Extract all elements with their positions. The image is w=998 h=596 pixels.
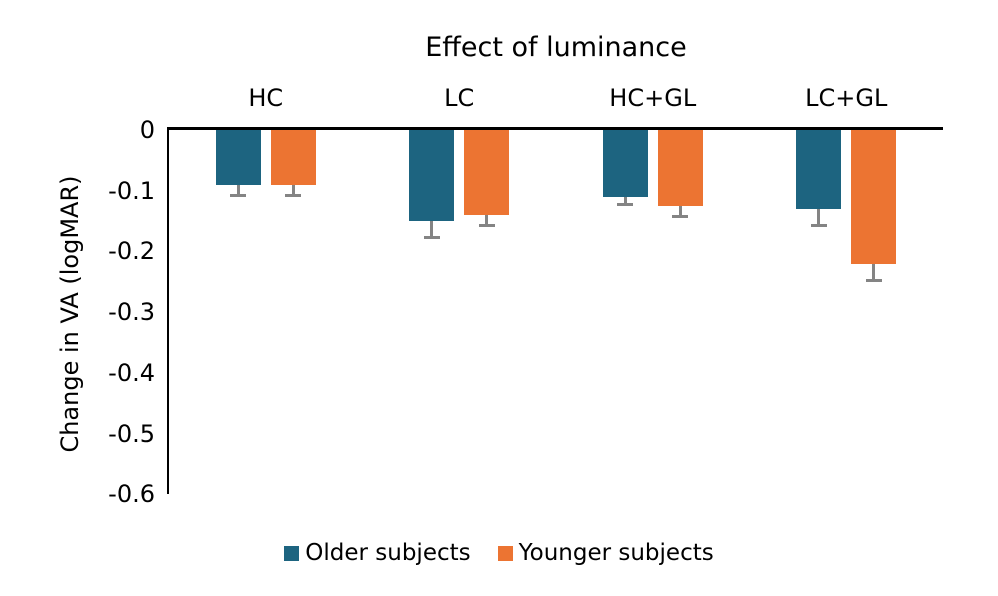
error-bar-line-younger-subjects-hc-gl (678, 205, 682, 218)
bar-older-subjects-hc-gl (602, 130, 648, 197)
y-tick-label-0-2: -0.2 (108, 237, 155, 266)
error-bar-cap-younger-subjects-lc (478, 224, 495, 228)
legend-label-younger-subjects: Younger subjects (518, 540, 714, 566)
category-label-hc-gl: HC+GL (609, 84, 697, 112)
y-tick-label-0-6: -0.6 (108, 480, 155, 509)
error-bar-line-older-subjects-hc (236, 184, 240, 197)
error-bar-cap-younger-subjects-hc (285, 193, 302, 197)
y-tick-label-0-5: -0.5 (108, 419, 155, 448)
error-bar-line-younger-subjects-lc-gl (872, 263, 876, 282)
error-bar-line-younger-subjects-lc (485, 214, 489, 228)
category-label-hc: HC (248, 84, 284, 112)
bar-older-subjects-lc (409, 130, 455, 222)
error-bar-line-older-subjects-lc-gl (817, 208, 821, 228)
error-bar-line-older-subjects-hc-gl (623, 196, 627, 206)
y-axis-title: Change in VA (logMAR) (56, 175, 84, 453)
bar-younger-subjects-hc (270, 130, 316, 185)
bar-younger-subjects-hc-gl (657, 130, 703, 206)
error-bar-cap-older-subjects-hc (230, 193, 247, 197)
legend-swatch-younger-subjects (497, 545, 513, 561)
legend-item-younger-subjects: Younger subjects (497, 540, 714, 566)
y-tick-label-0-3: -0.3 (108, 298, 155, 327)
chart-title: Effect of luminance (425, 32, 687, 63)
error-bar-cap-younger-subjects-hc-gl (672, 215, 689, 218)
legend-swatch-older-subjects (284, 545, 300, 561)
legend-item-older-subjects: Older subjects (284, 540, 471, 566)
y-tick-label-0-4: -0.4 (108, 358, 155, 387)
category-label-lc: LC (444, 84, 475, 112)
legend-label-older-subjects: Older subjects (305, 540, 471, 566)
error-bar-cap-older-subjects-hc-gl (617, 202, 634, 206)
y-axis-line (167, 130, 169, 494)
bar-younger-subjects-lc (464, 130, 510, 215)
error-bar-cap-older-subjects-lc (423, 236, 440, 240)
error-bar-line-older-subjects-lc (430, 221, 434, 240)
legend: Older subjects Younger subjects (0, 541, 998, 565)
bar-older-subjects-hc (215, 130, 261, 185)
error-bar-line-younger-subjects-hc (291, 184, 295, 197)
y-tick-label-0: 0 (139, 116, 155, 144)
category-label-lc-gl: LC+GL (805, 84, 888, 112)
bar-younger-subjects-lc-gl (851, 130, 897, 264)
bar-older-subjects-lc-gl (796, 130, 842, 209)
error-bar-cap-younger-subjects-lc-gl (865, 278, 882, 282)
x-axis-zero-line (167, 127, 943, 130)
y-tick-label-0-1: -0.1 (108, 176, 155, 205)
error-bar-cap-older-subjects-lc-gl (810, 224, 827, 228)
